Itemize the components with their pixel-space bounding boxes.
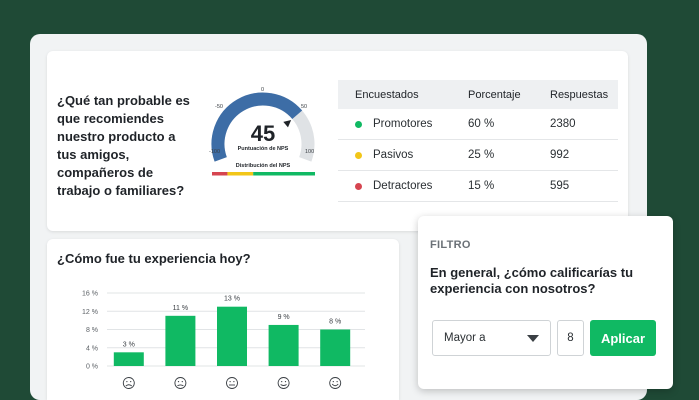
bar [268,324,299,366]
row-percent: 25 % [468,149,495,161]
gauge-tick-low: -50 [215,104,223,110]
nps-score: 45 [251,121,275,146]
gauge-tick-max: 100 [305,149,314,155]
bar [320,329,351,366]
filter-question: En general, ¿cómo calificarías tu experi… [430,265,634,296]
passives-dot [355,151,362,159]
row-label-cell: Detractores [338,180,451,192]
nps-question: ¿Qué tan probable es que recomiendes nue… [57,93,190,198]
gauge-tick-min: -100 [209,149,220,155]
distribution-segment [253,172,315,176]
nps-distribution-bar [212,172,315,176]
bar-data-label: 11 % [173,305,188,312]
y-tick-label: 4 % [86,345,98,352]
row-responses: 595 [550,180,570,192]
bar [165,315,196,366]
filter-panel [418,216,673,389]
bar-data-label: 13 % [224,296,240,303]
dissatisfied-face-icon [174,377,187,389]
gauge-tick-high: 50 [301,104,307,110]
header-percentage: Porcentaje [468,88,521,101]
row-label-cell: Promotores [338,118,451,130]
table-row: Promotores 60 % 2380 [338,109,618,140]
row-percent: 60 % [468,118,495,130]
header-respondents: Encuestados [355,88,419,101]
nps-table-header: Encuestados Porcentaje Respuestas [338,80,618,109]
row-label: Pasivos [373,149,414,161]
nps-score-label: Puntuación de NPS [238,146,289,152]
gauge-needle [283,119,292,128]
satisfied-face-icon [277,377,290,389]
y-tick-label: 0 % [86,364,98,371]
gauge-tick-zero: 0 [261,87,264,93]
nps-distribution-label: Distribución del NPS [236,163,291,169]
distribution-segment [212,172,228,176]
y-tick-label: 12 % [82,309,98,316]
table-row: Pasivos 25 % 992 [338,140,618,171]
bar [217,306,247,366]
experience-bar-chart: 0 % 4 % 8 % 12 % 16 % 3 % 11 % 13 % 9 % 8 % [82,291,365,389]
comparison-select-value: Mayor a [444,332,486,344]
comparison-select[interactable]: Mayor a [432,320,551,356]
row-percent: 15 % [468,180,495,192]
chevron-down-icon [527,335,539,342]
row-label-cell: Pasivos [338,149,451,161]
row-label: Detractores [373,180,433,192]
very-dissatisfied-face-icon [122,377,135,389]
gauge-fill [211,92,303,162]
promoters-dot [355,120,362,128]
very-satisfied-face-icon [329,377,342,389]
detractors-dot [355,182,362,190]
y-tick-label: 16 % [82,291,98,298]
row-responses: 2380 [550,118,576,130]
table-row: Detractores 15 % 595 [338,171,618,202]
header-responses: Respuestas [550,88,609,101]
row-label: Promotores [373,118,433,130]
bar-data-label: 9 % [278,314,290,321]
score-value: 8 [567,332,574,344]
nps-gauge: -100 -50 0 50 100 45 Puntuación de NPS D… [209,87,315,176]
bar-data-label: 3 % [123,341,135,348]
row-responses: 992 [550,149,570,161]
distribution-segment [227,172,254,176]
apply-button[interactable]: Aplicar [590,320,656,356]
y-tick-label: 8 % [86,327,98,334]
bar-data-label: 8 % [329,319,341,326]
experience-title: ¿Cómo fue tu experiencia hoy? [57,251,251,266]
bar [113,352,144,366]
nps-table: Encuestados Porcentaje Respuestas Promot… [338,80,618,202]
filter-label: FILTRO [430,239,471,251]
score-value-input[interactable]: 8 [557,320,584,356]
neutral-face-icon [226,377,238,389]
